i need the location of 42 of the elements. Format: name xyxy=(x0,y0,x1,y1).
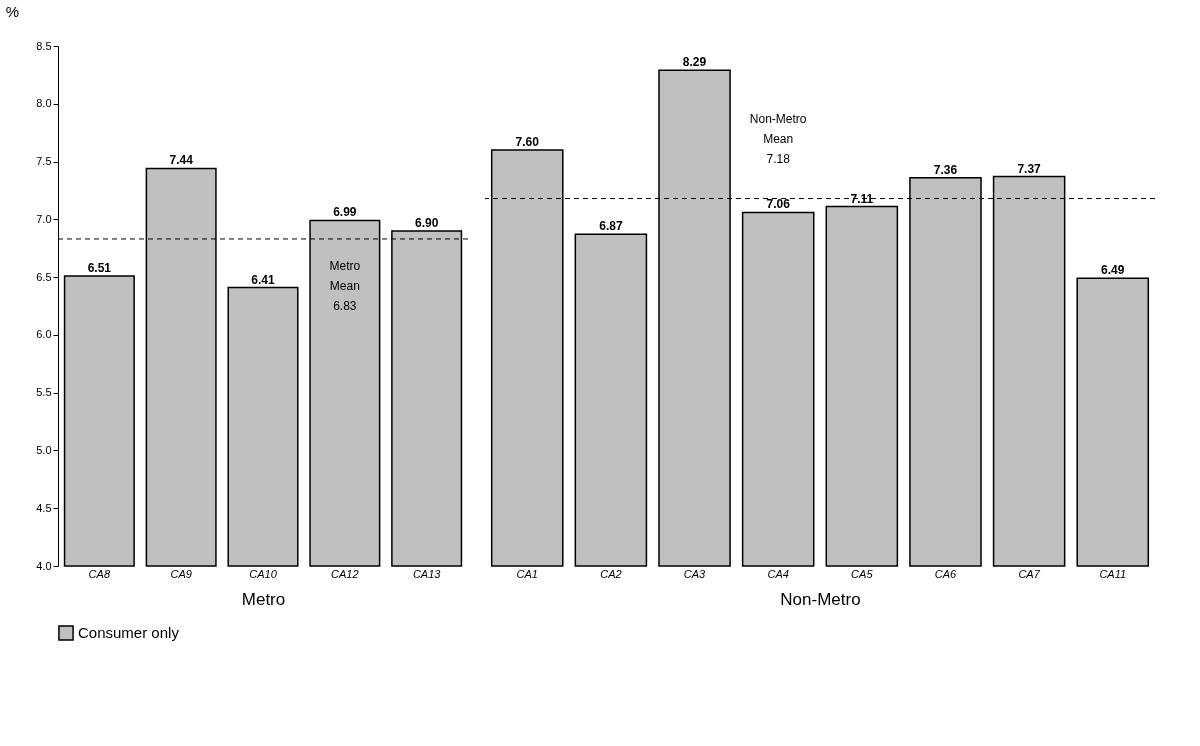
data-label: 7.60 xyxy=(515,135,540,149)
x-tick-label: CA8 xyxy=(88,567,111,580)
y-tick-label: 8.5 xyxy=(36,39,52,52)
x-tick-label: CA3 xyxy=(683,567,707,580)
data-label: 6.41 xyxy=(251,272,275,287)
y-tick-label: 4.0 xyxy=(36,559,52,572)
x-tick-label: CA13 xyxy=(412,567,442,580)
x-tick-label: CA7 xyxy=(1018,567,1041,580)
y-axis-title: % xyxy=(5,3,20,20)
ref-line-label: Non-Metro Mean 7.18 xyxy=(749,111,807,166)
y-tick-label: 8.0 xyxy=(36,97,52,110)
x-axis-title: Metro xyxy=(241,589,286,609)
ref-line-label: Metro Mean 6.83 xyxy=(329,258,361,313)
x-tick-label: CA10 xyxy=(249,567,278,580)
x-tick-label: CA12 xyxy=(331,567,359,580)
data-label: 7.36 xyxy=(933,162,958,177)
x-axis-title: Non-Metro xyxy=(780,589,861,609)
data-label: 8.29 xyxy=(682,55,707,70)
x-tick-label: CA6 xyxy=(934,567,958,580)
data-label: 7.11 xyxy=(850,191,874,206)
y-tick-label: 6.5 xyxy=(36,270,52,283)
x-tick-label: CA4 xyxy=(767,567,789,580)
x-tick-label: CA1 xyxy=(516,567,538,580)
legend-label: Consumer only xyxy=(78,624,180,641)
data-label: 6.99 xyxy=(333,205,357,220)
y-tick-label: 7.5 xyxy=(36,155,52,168)
data-label: 6.51 xyxy=(87,260,112,275)
data-label: 7.37 xyxy=(1017,161,1042,176)
x-tick-label: CA2 xyxy=(600,567,622,580)
y-tick-label: 6.0 xyxy=(36,328,52,341)
y-tick-label: 4.5 xyxy=(36,501,52,514)
data-label: 7.44 xyxy=(169,153,194,168)
x-tick-label: CA5 xyxy=(851,567,874,580)
x-tick-label: CA11 xyxy=(1099,567,1127,580)
data-label: 7.06 xyxy=(766,197,791,212)
x-tick-label: CA9 xyxy=(170,567,192,580)
y-tick-label: 5.5 xyxy=(36,386,52,399)
data-label: 6.49 xyxy=(1101,263,1125,278)
y-tick-label: 5.0 xyxy=(36,443,52,456)
y-tick-label: 7.0 xyxy=(36,212,52,225)
data-label: 6.90 xyxy=(414,215,439,230)
data-label: 6.87 xyxy=(599,219,623,234)
